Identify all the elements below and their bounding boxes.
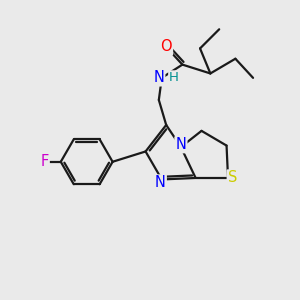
Text: N: N — [153, 70, 164, 86]
Text: F: F — [40, 154, 49, 169]
Text: S: S — [228, 170, 237, 185]
Text: H: H — [169, 71, 179, 84]
Text: N: N — [176, 137, 186, 152]
Text: O: O — [160, 39, 172, 54]
Text: N: N — [155, 176, 166, 190]
